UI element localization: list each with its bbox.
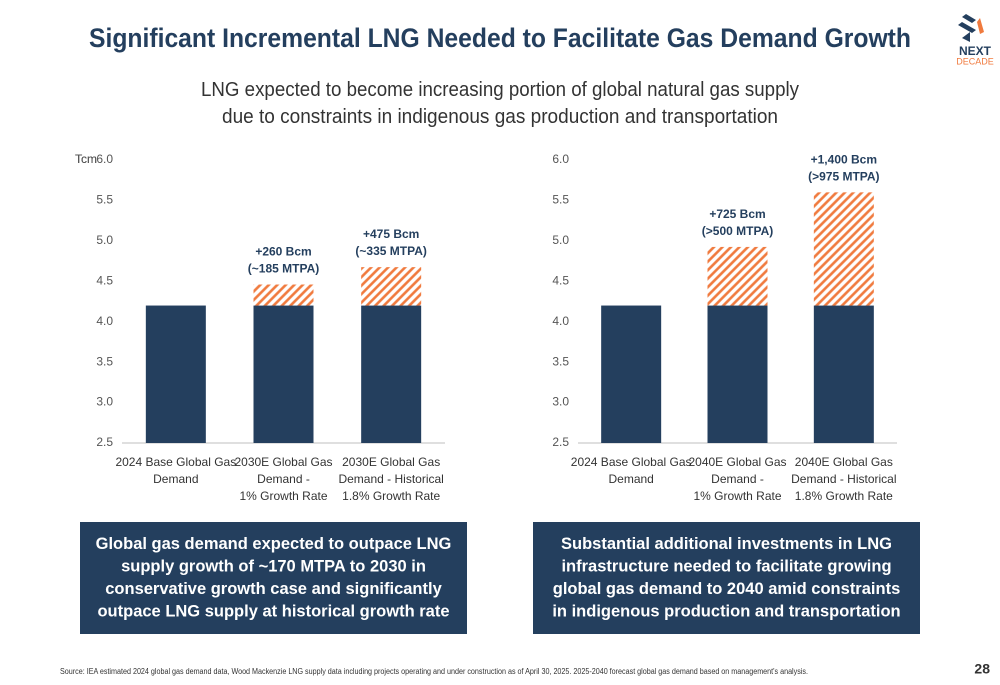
data-label: +1,400 Bcm (>975 MTPA) <box>808 153 879 184</box>
y-tick-label: 3.0 <box>552 395 569 409</box>
y-tick-label: 4.0 <box>96 314 113 328</box>
y-tick-label: 6.0 <box>552 152 569 166</box>
y-tick-label: 5.5 <box>552 193 569 207</box>
bar-segment <box>813 192 874 306</box>
page-number: 28 <box>974 661 990 677</box>
x-tick-label: 2030E Global Gas Demand -1% Growth Rate <box>234 455 332 503</box>
x-tick-label: 2030E Global Gas Demand - Historical 1.8% … <box>338 455 443 503</box>
data-label: +725 Bcm (>500 MTPA) <box>702 207 773 238</box>
y-tick-label: 5.5 <box>96 193 113 207</box>
callout-text: Substantial additional investments in LN… <box>552 535 900 621</box>
y-tick-label: 5.0 <box>552 233 569 247</box>
bar-segment <box>253 305 314 443</box>
bar-segment <box>707 305 768 443</box>
y-tick-label: 3.0 <box>96 395 113 409</box>
bar-segment <box>253 284 314 306</box>
bar-segment <box>361 305 422 443</box>
x-tick-label: 2024 Base Global Gas Demand <box>571 455 692 486</box>
callout-box <box>533 522 920 634</box>
data-label: +475 Bcm (~335 MTPA) <box>355 227 426 258</box>
callout-box <box>80 522 467 634</box>
y-tick-label: 4.5 <box>552 273 569 287</box>
bar-segment <box>813 305 874 443</box>
bar-segment <box>361 267 422 306</box>
logo-text: NEXT <box>959 44 992 58</box>
y-tick-label: 2.5 <box>96 435 113 449</box>
source-note: Source: IEA estimated 2024 global gas de… <box>60 667 808 676</box>
bar-segment <box>145 305 206 443</box>
x-tick-label: 2040E Global Gas Demand - Historical 1.8% … <box>791 455 896 503</box>
data-label: +260 Bcm (~185 MTPA) <box>248 245 319 276</box>
y-tick-label: 4.0 <box>552 314 569 328</box>
subtitle: LNG expected to become increasing portio… <box>201 79 799 128</box>
y-tick-label: 2.5 <box>552 435 569 449</box>
y-tick-label: 3.5 <box>552 354 569 368</box>
y-axis-label: Tcm <box>75 152 97 166</box>
bar-segment <box>707 246 768 306</box>
x-tick-label: 2024 Base Global Gas Demand <box>115 455 236 486</box>
y-tick-label: 3.5 <box>96 354 113 368</box>
y-axis-label: Tcm <box>75 152 97 166</box>
slide-title: Significant Incremental LNG Needed to Fa… <box>89 23 911 53</box>
y-tick-label: 6.0 <box>96 152 113 166</box>
bar-segment <box>601 305 662 443</box>
x-tick-label: 2040E Global Gas Demand -1% Growth Rate <box>688 455 786 503</box>
y-tick-label: 4.5 <box>96 273 113 287</box>
y-tick-label: 5.0 <box>96 233 113 247</box>
logo-icon <box>958 14 984 42</box>
logo-text: DECADE <box>956 56 994 66</box>
callout-text: Global gas demand expected to outpace LN… <box>96 535 452 621</box>
